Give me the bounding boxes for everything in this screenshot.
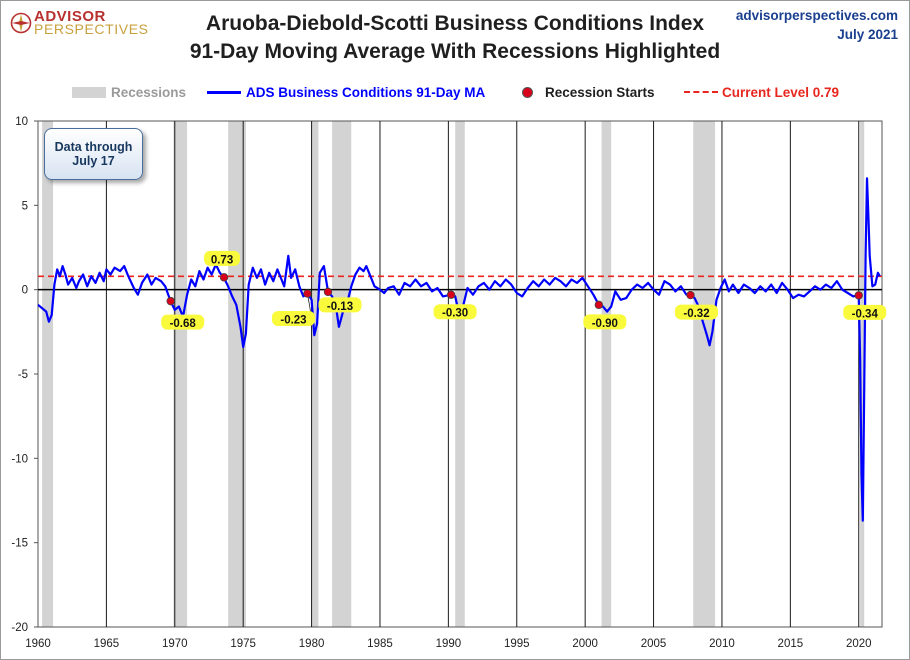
legend-starts-label: Recession Starts [545,84,655,100]
x-tick-label-1995: 1995 [504,638,530,650]
y-tick-label-10: 10 [15,116,28,128]
recession-band-1 [173,121,188,627]
recession-band-2 [228,121,246,627]
recession-band-7 [693,121,716,627]
start-label-bg-1 [204,250,241,266]
recession-band-3 [311,121,319,627]
x-tick-label-1985: 1985 [367,638,393,650]
recession-start-marker-3 [323,287,333,297]
start-label-bg-0 [161,314,205,330]
x-tick-label-2005: 2005 [641,638,667,650]
recession-band-4 [332,121,352,627]
source-site: advisorperspectives.com [735,8,898,23]
start-label-bg-3 [318,297,362,313]
legend-current-swatch [684,91,718,93]
legend-recession-swatch [72,86,106,98]
x-tick-label-2015: 2015 [778,638,804,650]
logo-line2: PERSPECTIVES [34,21,149,37]
ads-series-line [37,177,881,522]
callout-line2: July 17 [72,154,115,168]
recession-start-marker-1 [219,273,229,282]
advisor-perspectives-logo: ADVISOR PERSPECTIVES [10,8,148,38]
legend-current: Current Level 0.79 [684,82,839,102]
y-tick-label-0: 0 [22,285,28,297]
recession-start-marker-7 [854,291,863,300]
start-label-bg-5 [583,314,627,330]
recession-start-marker-4 [446,290,456,299]
start-label-3: -0.13 [327,301,353,313]
recession-band-0 [42,121,54,627]
y-tick-label--5: -5 [18,369,28,381]
legend-series: ADS Business Conditions 91-Day MA [207,82,485,102]
start-label-bg-6 [674,304,718,320]
compass-icon [10,12,32,34]
start-label-5: -0.90 [592,318,618,330]
data-through-callout: Data through July 17 [44,128,143,180]
x-tick-label-2020: 2020 [846,638,872,650]
recession-start-marker-0 [166,296,175,306]
start-label-bg-4 [433,304,477,320]
x-tick-label-1965: 1965 [94,638,120,650]
y-tick-label--10: -10 [11,453,28,465]
legend-starts-dot [522,86,533,98]
logo-line1: ADVISOR [34,8,106,25]
x-tick-label-1970: 1970 [162,638,188,650]
y-tick-label-5: 5 [22,200,28,212]
x-tick-label-1960: 1960 [25,638,51,650]
start-label-1: 0.73 [211,254,233,266]
start-label-bg-7 [843,304,887,320]
chart-title-line1: Aruoba-Diebold-Scotti Business Condition… [205,12,705,35]
start-label-2: -0.23 [280,315,306,327]
legend-recessions: Recessions [72,82,186,102]
chart-title-line2: 91-Day Moving Average With Recessions Hi… [189,40,721,63]
recession-start-marker-5 [594,300,604,310]
legend-recessions-label: Recessions [111,84,187,100]
start-label-4: -0.30 [442,308,468,320]
x-tick-label-1975: 1975 [230,638,256,650]
recession-start-marker-2 [303,289,312,298]
recession-start-marker-6 [686,290,695,300]
x-tick-label-1980: 1980 [299,638,325,650]
recession-band-8 [860,121,865,627]
recession-band-5 [455,121,465,627]
y-tick-label--15: -15 [11,538,28,550]
x-tick-label-2010: 2010 [709,638,735,650]
start-label-bg-2 [271,311,315,327]
y-tick-label--20: -20 [11,622,28,634]
callout-line1: Data through [54,140,133,154]
recession-band-6 [601,121,612,627]
source-date: July 2021 [837,27,898,42]
legend-current-label: Current Level 0.79 [722,84,840,100]
x-tick-label-1990: 1990 [436,638,462,650]
legend-series-swatch [207,90,241,94]
start-label-0: -0.68 [170,318,197,330]
legend-starts: Recession Starts [522,82,655,102]
start-label-7: -0.34 [852,308,879,320]
x-tick-label-2000: 2000 [572,638,598,650]
start-label-6: -0.32 [683,308,709,320]
legend-series-label: ADS Business Conditions 91-Day MA [246,84,486,100]
